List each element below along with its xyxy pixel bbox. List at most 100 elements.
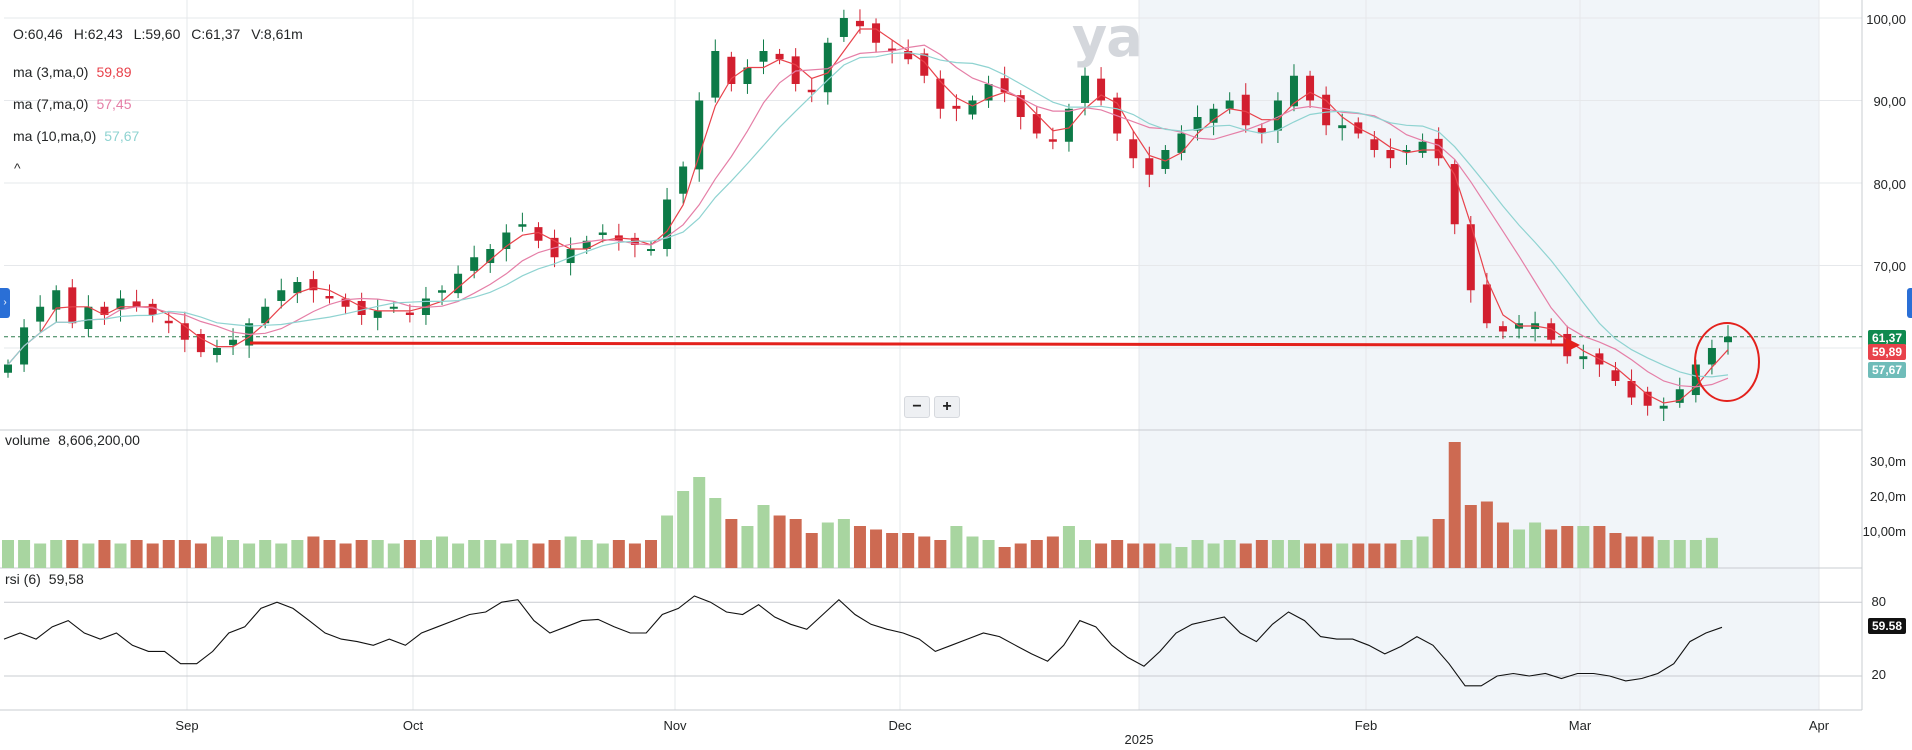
volume-bar [1625,536,1638,568]
volume-bar [18,540,31,568]
expand-right-handle[interactable] [1907,288,1912,318]
volume-bar [693,477,706,568]
candle-body [1418,141,1427,153]
volume-bar [291,540,304,568]
candle-body [389,306,398,309]
ma7-indicator[interactable]: ma (7,ma,0) 57,45 [13,96,132,112]
candle-body [1145,158,1154,175]
volume-bar [1673,540,1686,568]
expand-left-icon[interactable]: › [0,288,10,318]
volume-bar [1287,540,1300,568]
volume-bar [1513,529,1526,568]
candle-body [196,333,205,353]
volume-pane-value: 8,606,200,00 [58,432,140,448]
candle-body [1306,75,1315,101]
volume-bar [1577,526,1590,568]
candle-body [1579,356,1588,360]
candle-body [100,306,109,315]
volume-bar [1127,543,1140,568]
ma3-indicator[interactable]: ma (3,ma,0) 59,89 [13,64,132,80]
volume-bar [436,536,449,568]
volume-bar [1320,543,1333,568]
volume-bar [419,540,432,568]
volume-bar [50,540,63,568]
x-tick-year: 2025 [1124,732,1154,747]
volume-bar [789,519,802,568]
candle-body [920,53,929,76]
volume-bar [1304,543,1317,568]
volume-bar [66,540,79,568]
volume-bar [1030,540,1043,568]
volume-bar [1384,543,1397,568]
close-value: C:61,37 [191,26,241,42]
volume-bar [194,543,207,568]
candle-body [486,249,495,264]
volume-bar [1239,543,1252,568]
volume-bar [1095,543,1108,568]
candle-body [325,296,334,299]
volume-bar [355,540,368,568]
candle-body [1129,139,1138,159]
volume-bar [1416,536,1429,568]
candle-body [1402,150,1411,153]
annotation-arrow-head [1566,338,1580,352]
volume-bar [1432,519,1445,568]
volume-bar [452,543,465,568]
x-tick: Apr [1808,718,1830,733]
ma10-label: ma (10,ma,0) [13,128,97,144]
ma7-label: ma (7,ma,0) [13,96,89,112]
volume-pane-label: volume 8,606,200,00 [5,432,140,448]
candle-body [1627,381,1636,398]
volume-bar [114,543,127,568]
x-tick: Nov [663,718,687,733]
candle-body [1177,133,1186,153]
volume-bar [1207,543,1220,568]
ma3-badge: 59,89 [1868,344,1906,360]
candle-body [357,300,366,315]
zoom-in-button[interactable]: + [934,396,960,418]
candle-body [646,249,655,251]
candle-body [454,273,463,294]
volume-tick: 10,00m [1862,524,1906,539]
volume-bar [580,540,593,568]
candle-body [1434,138,1443,159]
candle-body [148,303,157,315]
volume-bar [146,543,159,568]
low-value: L:59,60 [133,26,181,42]
candle-body [1659,405,1668,409]
volume-bar [516,540,529,568]
candle-body [968,100,977,115]
volume-bar [1014,543,1027,568]
volume-bar [741,526,754,568]
rsi-badge: 59.58 [1868,618,1906,634]
volume-bar [998,547,1011,568]
annotation-circle [1694,322,1760,402]
volume-bar [548,540,561,568]
candle-body [807,89,816,93]
volume-bar [1175,547,1188,568]
candle-body [855,20,864,27]
rsi-pane-label: rsi (6) 59,58 [5,571,84,587]
annotation-arrow-line [249,341,1571,347]
candle-body [872,23,881,43]
candle-body [695,100,704,170]
candle-body [1386,150,1395,159]
candle-body [759,51,768,62]
volume-bar [403,540,416,568]
collapse-indicators-icon[interactable]: ^ [14,160,21,176]
ma7-line [7,44,1729,388]
candle-body [261,306,270,324]
x-tick: Feb [1354,718,1378,733]
candle-body [277,290,286,301]
ma10-indicator[interactable]: ma (10,ma,0) 57,67 [13,128,139,144]
candle-body [598,232,607,235]
candle-body [1338,125,1347,129]
price-tick: 70,00 [1873,259,1906,274]
candle-body [1498,326,1507,332]
volume-bar [1448,442,1461,568]
ma10-badge: 57,67 [1868,362,1906,378]
zoom-out-button[interactable]: − [904,396,930,418]
candle-body [1482,284,1491,324]
volume-bar [98,540,111,568]
